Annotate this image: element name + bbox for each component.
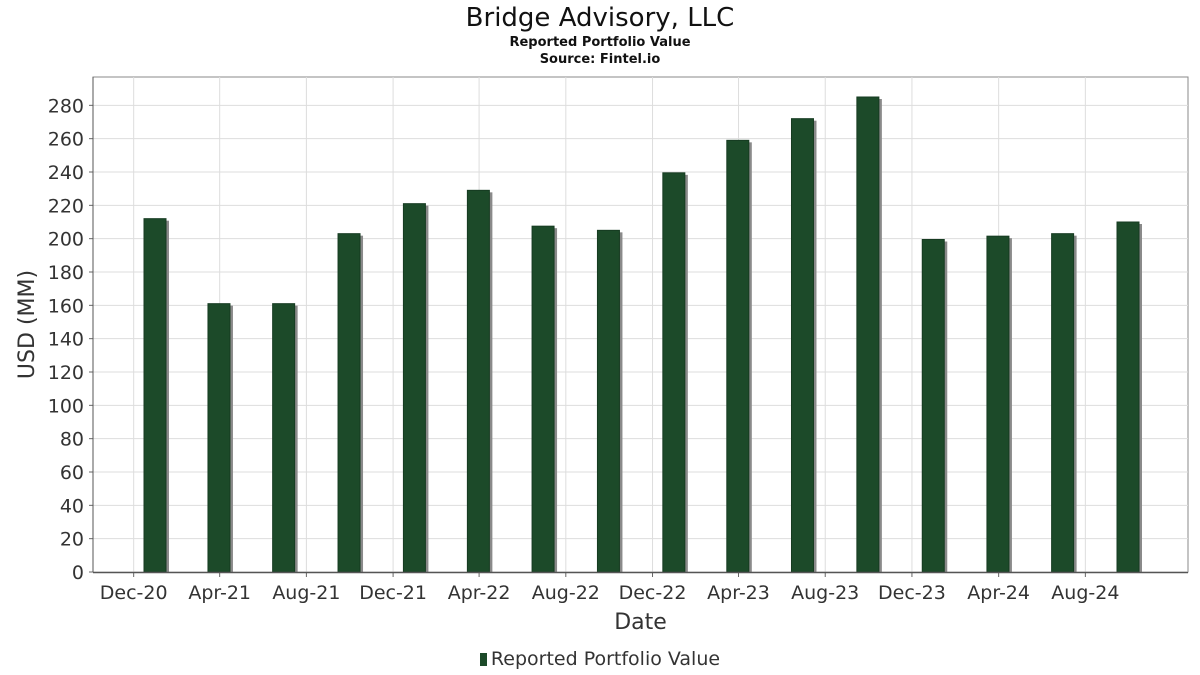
y-tick-label: 180 — [48, 262, 84, 284]
bar — [596, 229, 620, 573]
x-tick-label: Apr-24 — [967, 582, 1030, 604]
y-tick-label: 240 — [48, 162, 84, 184]
chart-title: Bridge Advisory, LLC — [465, 3, 735, 33]
x-tick-label: Aug-23 — [791, 582, 859, 604]
y-tick-label: 0 — [72, 562, 84, 584]
bar — [207, 303, 231, 573]
bar — [856, 96, 880, 573]
bar — [726, 139, 750, 573]
x-tick-label: Aug-21 — [272, 582, 340, 604]
y-tick-label: 120 — [48, 362, 84, 384]
x-tick-label: Apr-21 — [188, 582, 251, 604]
bar — [143, 218, 167, 573]
chart-source: Source: Fintel.io — [539, 52, 661, 67]
chart-subtitle: Reported Portfolio Value — [509, 35, 691, 50]
x-axis-title: Date — [614, 610, 667, 635]
y-tick-label: 260 — [48, 129, 84, 151]
y-tick-label: 100 — [48, 395, 84, 417]
bar — [1051, 233, 1075, 573]
plot-area — [92, 76, 1189, 573]
y-tick-label: 220 — [48, 195, 84, 217]
bar — [1116, 221, 1140, 573]
y-tick-label: 200 — [48, 229, 84, 251]
legend: Reported Portfolio Value — [0, 648, 1200, 670]
legend-label: Reported Portfolio Value — [490, 648, 721, 670]
x-tick-label: Dec-21 — [359, 582, 427, 604]
bar — [402, 203, 426, 573]
legend-swatch — [479, 653, 487, 666]
bar — [790, 118, 814, 573]
y-tick-label: 60 — [60, 462, 84, 484]
x-tick-label: Aug-24 — [1051, 582, 1119, 604]
bar — [921, 239, 945, 573]
bar — [531, 225, 555, 573]
x-tick-label: Dec-22 — [619, 582, 687, 604]
y-tick-label: 80 — [60, 429, 84, 451]
y-tick-label: 160 — [48, 295, 84, 317]
bar — [272, 303, 296, 573]
bar — [466, 189, 490, 573]
y-tick-label: 280 — [48, 95, 84, 117]
bar — [986, 235, 1010, 573]
x-tick-label: Dec-23 — [878, 582, 946, 604]
bar — [337, 233, 361, 573]
y-tick-label: 40 — [60, 495, 84, 517]
bar — [662, 172, 686, 573]
x-tick-label: Apr-23 — [707, 582, 770, 604]
y-tick-label: 20 — [60, 529, 84, 551]
x-tick-label: Dec-20 — [100, 582, 168, 604]
x-tick-label: Aug-22 — [532, 582, 600, 604]
y-axis-title: USD (MM) — [15, 270, 40, 379]
x-tick-label: Apr-22 — [448, 582, 511, 604]
y-tick-label: 140 — [48, 329, 84, 351]
